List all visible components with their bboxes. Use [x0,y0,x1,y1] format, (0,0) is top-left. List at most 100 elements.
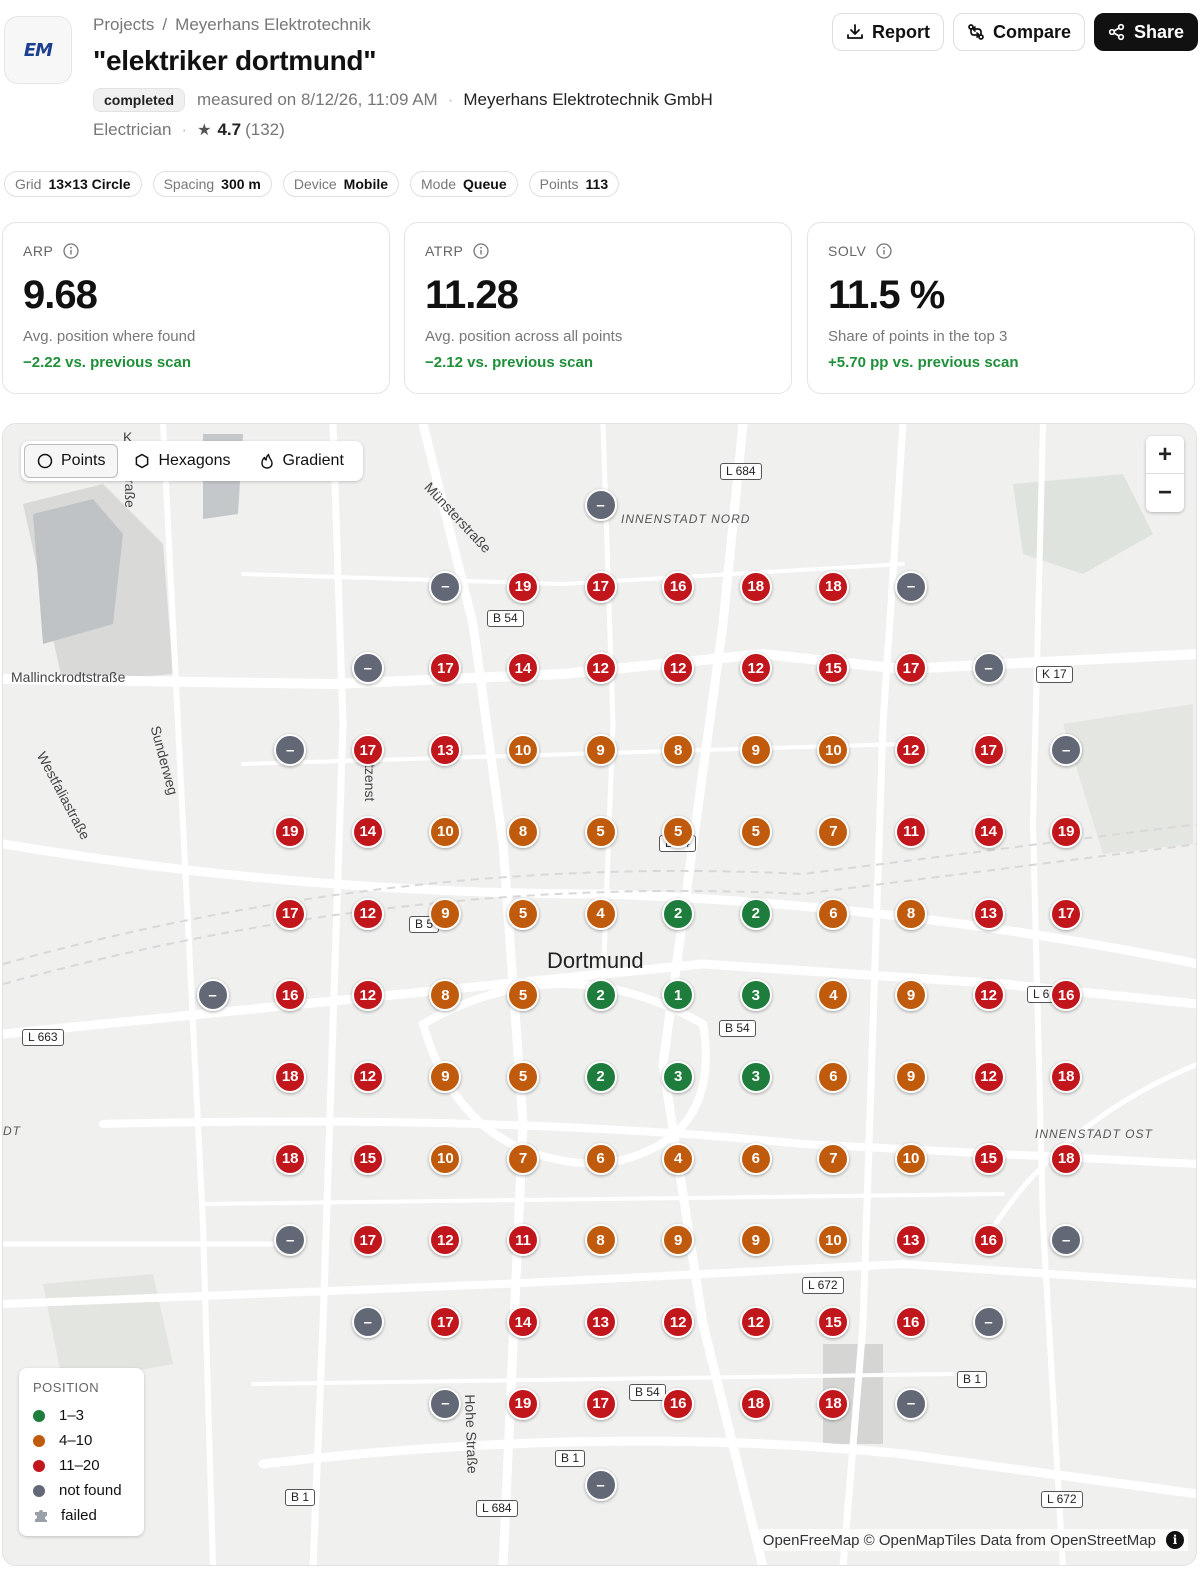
attribution-openmaptiles[interactable]: © OpenMapTiles [863,1531,976,1549]
rank-point[interactable]: 17 [1050,897,1083,930]
rank-point[interactable]: 19 [274,815,307,848]
view-points-button[interactable]: Points [24,444,119,478]
rank-point[interactable]: 9 [739,1224,772,1257]
rank-point-not-found[interactable]: – [196,979,229,1012]
rank-point[interactable]: 17 [351,734,384,767]
rank-point[interactable]: 9 [429,1060,462,1093]
view-hexagons-button[interactable]: Hexagons [122,444,242,478]
rank-point[interactable]: 18 [739,570,772,603]
rank-point-not-found[interactable]: – [1050,734,1083,767]
info-icon[interactable] [63,243,79,259]
rank-point[interactable]: 12 [739,652,772,685]
rank-point[interactable]: 9 [429,897,462,930]
share-button[interactable]: Share [1094,13,1199,51]
rank-point[interactable]: 17 [351,1224,384,1257]
rank-point[interactable]: 17 [972,734,1005,767]
rank-point[interactable]: 15 [972,1142,1005,1175]
rank-point[interactable]: 10 [429,815,462,848]
rank-point[interactable]: 16 [662,570,695,603]
business-name[interactable]: Meyerhans Elektrotechnik GmbH [463,90,713,109]
rank-point-not-found[interactable]: – [274,1224,307,1257]
rank-point[interactable]: 4 [817,979,850,1012]
rank-point[interactable]: 12 [351,1060,384,1093]
rank-point[interactable]: 14 [351,815,384,848]
rank-point[interactable]: 12 [584,652,617,685]
rank-point[interactable]: 16 [274,979,307,1012]
rank-point-not-found[interactable]: – [972,1306,1005,1338]
rank-point[interactable]: 15 [351,1142,384,1175]
rank-point[interactable]: 5 [584,815,617,848]
rank-point-not-found[interactable]: – [429,570,462,603]
rank-point[interactable]: 6 [817,1060,850,1093]
rank-point[interactable]: 17 [429,1306,462,1338]
rank-point[interactable]: 13 [972,897,1005,930]
rank-point[interactable]: 18 [817,570,850,603]
rank-point[interactable]: 12 [351,979,384,1012]
rank-point-not-found[interactable]: – [1050,1224,1083,1257]
rank-point[interactable]: 5 [662,815,695,848]
rank-point[interactable]: 12 [972,979,1005,1012]
rank-point[interactable]: 13 [584,1306,617,1338]
rank-point[interactable]: 10 [429,1142,462,1175]
rank-point[interactable]: 3 [739,1060,772,1093]
attribution-openfreemap[interactable]: OpenFreeMap [762,1531,860,1549]
rank-point[interactable]: 8 [429,979,462,1012]
rank-point[interactable]: 10 [817,734,850,767]
rank-point[interactable]: 17 [584,570,617,603]
rank-point-not-found[interactable]: – [584,1469,617,1502]
rank-point[interactable]: 6 [739,1142,772,1175]
rank-point[interactable]: 2 [739,897,772,930]
rank-point-not-found[interactable]: – [972,652,1005,685]
rank-point-not-found[interactable]: – [274,734,307,767]
rank-point[interactable]: 9 [895,1060,927,1093]
rank-point-not-found[interactable]: – [895,570,927,603]
rank-point[interactable]: 12 [429,1224,462,1257]
rank-point[interactable]: 12 [662,1306,695,1338]
rank-point[interactable]: 8 [584,1224,617,1257]
rank-map[interactable]: Mallinckrodtstraße Münsterstraße Sunderw… [2,423,1197,1566]
rank-point[interactable]: 17 [274,897,307,930]
rank-point[interactable]: 4 [584,897,617,930]
rank-point[interactable]: 19 [1050,815,1083,848]
rank-point[interactable]: 14 [507,652,539,685]
rank-point[interactable]: 14 [972,815,1005,848]
rank-point[interactable]: 6 [817,897,850,930]
rank-point[interactable]: 17 [429,652,462,685]
rank-point[interactable]: 10 [895,1142,927,1175]
rank-point[interactable]: 16 [1050,979,1083,1012]
rank-point[interactable]: 15 [817,652,850,685]
rank-point[interactable]: 19 [507,1387,539,1420]
rank-point[interactable]: 14 [507,1306,539,1338]
rank-point[interactable]: 18 [274,1060,307,1093]
rank-point[interactable]: 18 [817,1387,850,1420]
rank-point[interactable]: 16 [972,1224,1005,1257]
rank-point[interactable]: 10 [507,734,539,767]
report-button[interactable]: Report [832,13,944,51]
rank-point[interactable]: 18 [274,1142,307,1175]
rank-point[interactable]: 12 [662,652,695,685]
rank-point[interactable]: 8 [662,734,695,767]
rank-point[interactable]: 5 [739,815,772,848]
rank-point[interactable]: 2 [584,979,617,1012]
rank-point-not-found[interactable]: – [895,1387,927,1420]
rank-point[interactable]: 3 [739,979,772,1012]
rank-point-not-found[interactable]: – [351,1306,384,1338]
rank-point[interactable]: 16 [662,1387,695,1420]
rank-point[interactable]: 15 [817,1306,850,1338]
rank-point[interactable]: 3 [662,1060,695,1093]
rank-point[interactable]: 18 [739,1387,772,1420]
rank-point[interactable]: 12 [972,1060,1005,1093]
rank-point-not-found[interactable]: – [429,1387,462,1420]
rank-point[interactable]: 5 [507,1060,539,1093]
rank-point[interactable]: 12 [895,734,927,767]
rank-point[interactable]: 9 [739,734,772,767]
rank-point[interactable]: 9 [584,734,617,767]
compare-button[interactable]: Compare [953,13,1086,51]
rank-point[interactable]: 11 [895,815,927,848]
rank-point[interactable]: 7 [817,815,850,848]
rank-point-not-found[interactable]: – [351,652,384,685]
info-icon[interactable] [473,243,489,259]
zoom-in-button[interactable]: + [1146,436,1184,474]
rank-point[interactable]: 5 [507,897,539,930]
rank-point[interactable]: 7 [507,1142,539,1175]
